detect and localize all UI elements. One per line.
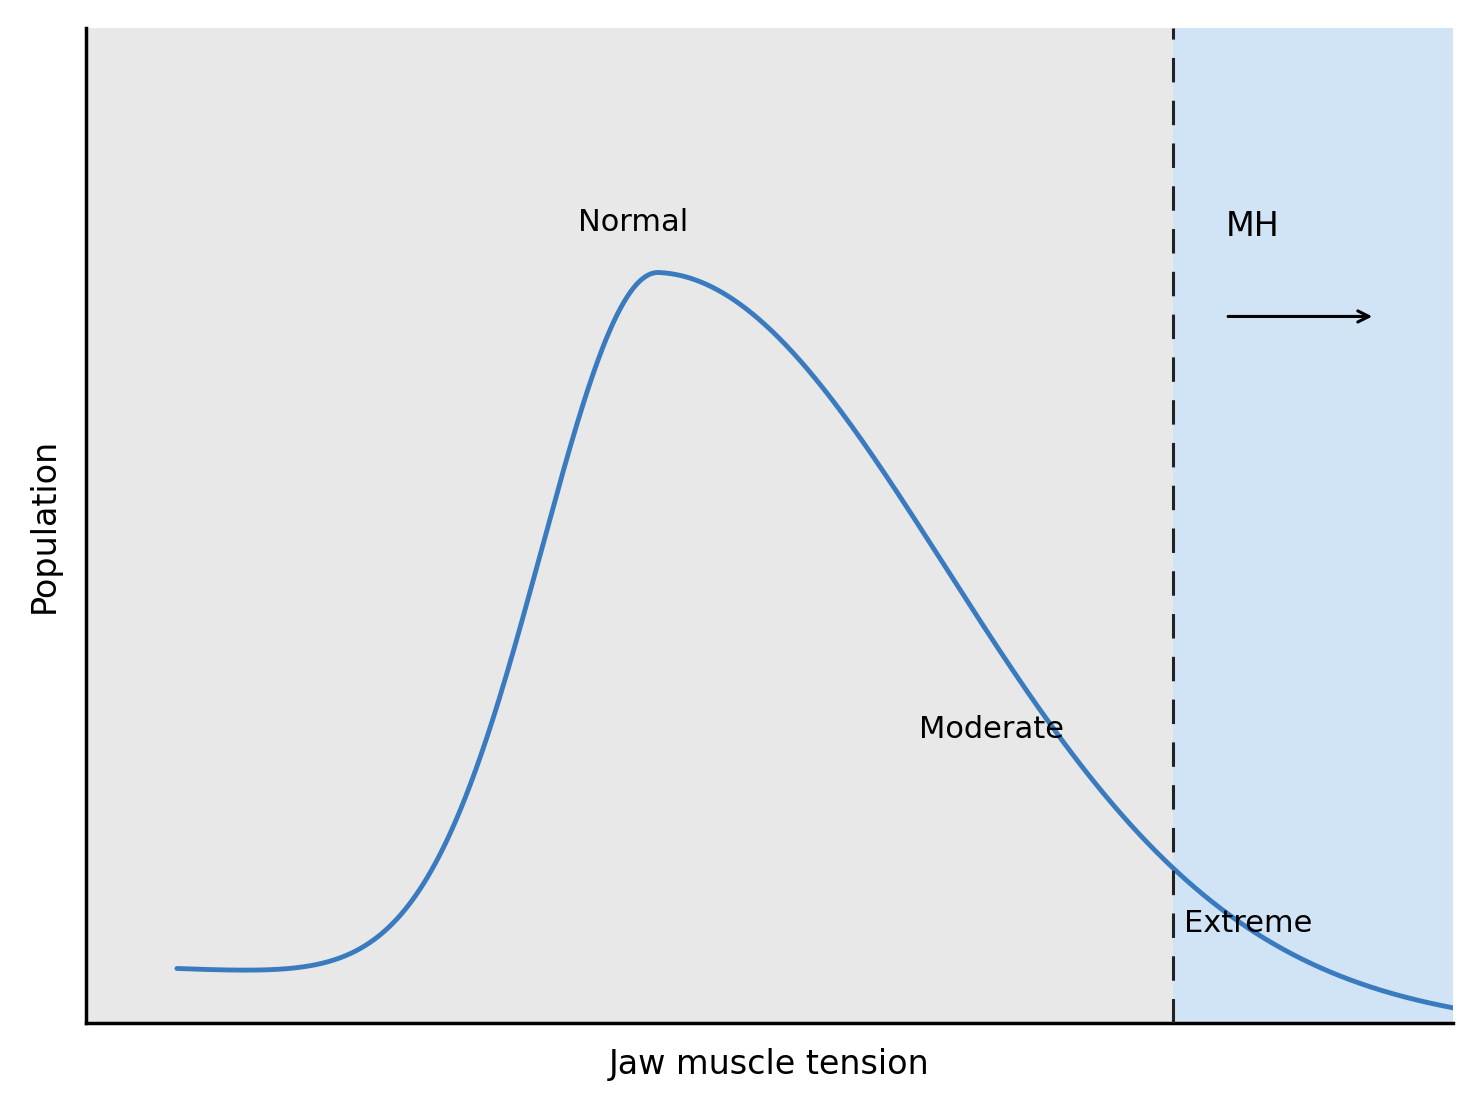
Text: Moderate: Moderate (920, 715, 1065, 744)
Y-axis label: Population: Population (28, 438, 61, 613)
Text: Extreme: Extreme (1183, 909, 1312, 938)
X-axis label: Jaw muscle tension: Jaw muscle tension (609, 1048, 930, 1081)
Text: Normal: Normal (578, 207, 687, 237)
Text: MH: MH (1225, 211, 1280, 243)
Bar (1173, 28, 1481, 1024)
